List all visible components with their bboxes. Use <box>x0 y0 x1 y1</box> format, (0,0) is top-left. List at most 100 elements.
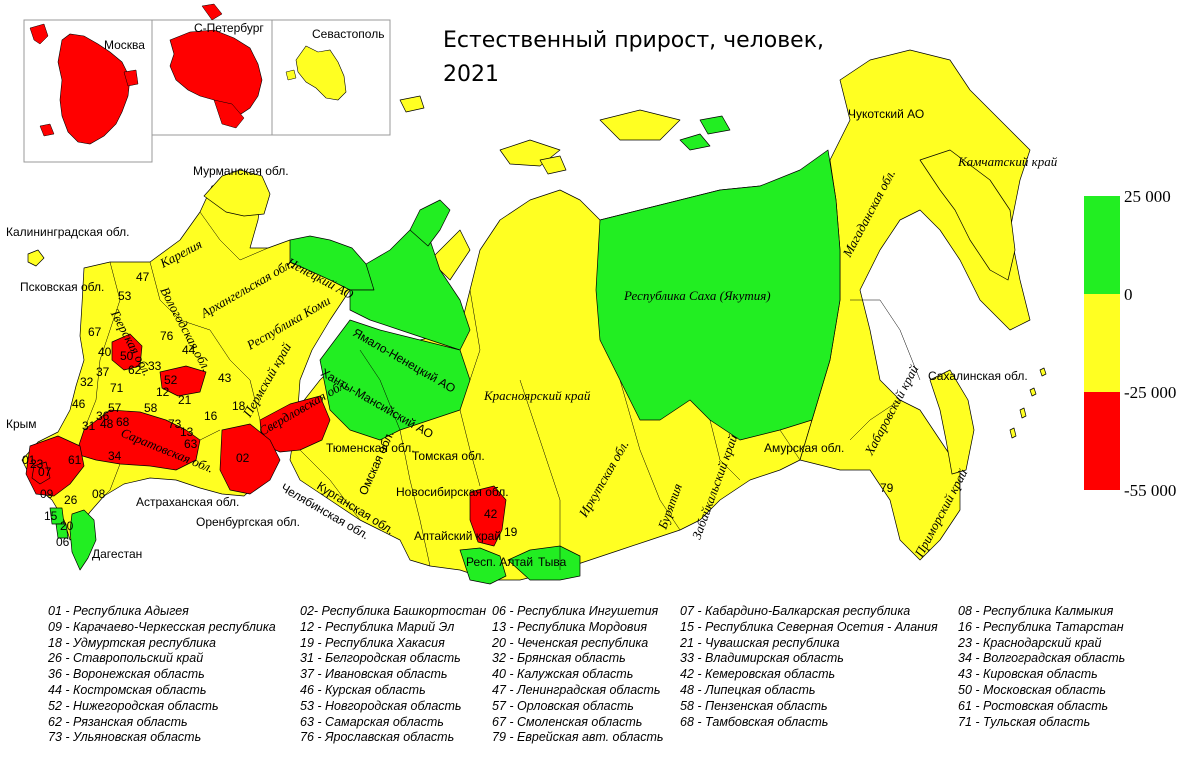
region-number: 20 <box>60 519 74 533</box>
region-number: 76 <box>160 329 174 343</box>
legend-entry: 48 - Липецкая область <box>680 683 816 697</box>
legend-entry: 33 - Владимирская область <box>680 651 844 666</box>
legend-entry: 36 - Воронежская область <box>48 667 205 682</box>
region-number: 09 <box>40 487 54 501</box>
region-number: 34 <box>108 449 122 463</box>
legend-entry: 62 - Рязанская область <box>48 714 188 729</box>
legend-entry: 46 - Курская область <box>300 683 426 697</box>
region-nizhny-red <box>159 365 207 397</box>
legend-entry: 21 - Чувашская республика <box>680 635 840 650</box>
region-number: 79 <box>880 481 894 495</box>
inset-moscow: Москва <box>23 19 153 163</box>
scale-bin-yellow <box>1084 294 1120 392</box>
scale-bin-green <box>1084 196 1120 294</box>
label-kaliningrad: Калининградская обл. <box>6 225 129 239</box>
color-scale: 25 000 0 -25 000 -55 000 <box>1084 187 1176 500</box>
scale-label-2: -25 000 <box>1124 383 1176 402</box>
legend-entry: 73 - Ульяновская область <box>48 730 202 745</box>
legend-entry: 08 - Республика Калмыкия <box>958 604 1114 618</box>
legend-entry: 16 - Республика Татарстан <box>958 619 1124 634</box>
legend-entry: 68 - Тамбовская область <box>680 714 829 729</box>
region-number: 68 <box>116 415 130 429</box>
label-altai-rep: Респ. Алтай <box>466 555 533 569</box>
region-yakutia <box>595 149 841 441</box>
region-murmansk <box>203 169 271 217</box>
internal-borders <box>83 211 921 570</box>
region-number: 52 <box>164 373 178 387</box>
region-number: 46 <box>72 397 86 411</box>
legend-entry: 37 - Ивановская область <box>300 667 448 682</box>
region-volga-red <box>75 409 201 471</box>
region-dagestan <box>69 509 97 571</box>
legend-entry: 01 - Республика Адыгея <box>48 604 189 618</box>
region-number: 12 <box>156 385 170 399</box>
region-number: 57 <box>108 401 122 415</box>
legend-entry: 02- Республика Башкортостан <box>300 604 487 618</box>
legend-entry: 53 - Новгородская область <box>300 698 462 713</box>
region-code-legend: 01 - Республика Адыгея 02- Республика Баш… <box>0 604 1200 754</box>
legend-entry: 15 - Республика Северная Осетия - Алания <box>680 619 938 634</box>
region-number: 02 <box>236 451 250 465</box>
map-title-line2: 2021 <box>443 62 499 87</box>
label-tyva: Тыва <box>538 555 567 569</box>
region-number: 43 <box>218 371 232 385</box>
region-number: 07 <box>38 465 52 479</box>
legend-entry: 79 - Еврейская авт. область <box>492 730 664 745</box>
label-tyumen: Тюменская обл. <box>326 441 415 455</box>
region-number: 32 <box>80 375 94 389</box>
legend-entry: 13 - Республика Мордовия <box>492 619 648 634</box>
region-number: 63 <box>184 437 198 451</box>
region-number: 44 <box>182 343 196 357</box>
scale-label-1: 0 <box>1124 285 1133 304</box>
legend-entry: 58 - Пензенская область <box>680 698 828 713</box>
region-number: 13 <box>180 425 194 439</box>
label-kamchatka: Камчатский край <box>957 154 1058 169</box>
region-kamchatka <box>919 149 1016 281</box>
inset-moscow-label: Москва <box>104 38 145 52</box>
legend-entry: 43 - Кировская область <box>958 667 1098 682</box>
label-yakutia: Республика Саха (Якутия) <box>623 288 771 303</box>
region-number: 67 <box>88 325 102 339</box>
legend-entry: 19 - Республика Хакасия <box>300 635 445 650</box>
legend-entry: 20 - Чеченская республика <box>492 635 649 650</box>
legend-entry: 42 - Кемеровская область <box>680 667 836 682</box>
label-orenburg: Оренбургская обл. <box>196 515 300 529</box>
region-number: 33 <box>148 359 162 373</box>
map-title-line1: Естественный прирост, человек, <box>443 28 824 53</box>
legend-entry: 47 - Ленинградская область <box>492 683 661 697</box>
legend-entry: 26 - Ставропольский край <box>48 651 204 666</box>
legend-entry: 57 - Орловская область <box>492 698 634 713</box>
region-number: 53 <box>118 289 132 303</box>
region-number: 42 <box>484 507 498 521</box>
label-altai-krai: Алтайский край <box>414 529 501 543</box>
legend-entry: 71 - Тульская область <box>958 714 1091 729</box>
region-number: 62 <box>128 363 142 377</box>
region-number: 01 <box>22 453 36 467</box>
region-number: 71 <box>110 381 124 395</box>
region-number: 08 <box>92 487 106 501</box>
region-number: 73 <box>168 417 182 431</box>
region-number: 58 <box>144 401 158 415</box>
legend-entry: 07 - Кабардино-Балкарская республика <box>680 604 911 618</box>
map-title: Естественный прирост, человек, 2021 <box>443 24 824 92</box>
region-number: 19 <box>504 525 518 539</box>
region-number: 47 <box>136 270 150 284</box>
legend-entry: 52 - Нижегородская область <box>48 698 219 713</box>
region-number: 61 <box>68 453 82 467</box>
region-number: 37 <box>96 365 110 379</box>
label-pskov: Псковская обл. <box>20 280 104 294</box>
region-moscow-red <box>111 333 143 371</box>
legend-entry: 67 - Смоленская область <box>492 714 643 729</box>
region-number: 50 <box>120 349 134 363</box>
legend-entry: 76 - Ярославская область <box>300 730 455 745</box>
region-number: 15 <box>44 509 58 523</box>
legend-entry: 09 - Карачаево-Черкесская республика <box>48 619 276 634</box>
region-number: 31 <box>82 419 96 433</box>
inset-spb-label: С-Петербург <box>194 21 264 35</box>
scale-label-3: -55 000 <box>1124 481 1176 500</box>
inset-spb: С-Петербург <box>151 3 273 136</box>
region-tyva <box>507 545 581 581</box>
label-krasnoyarsk: Красноярский край <box>483 388 591 403</box>
region-kemerovo-red <box>469 485 507 547</box>
